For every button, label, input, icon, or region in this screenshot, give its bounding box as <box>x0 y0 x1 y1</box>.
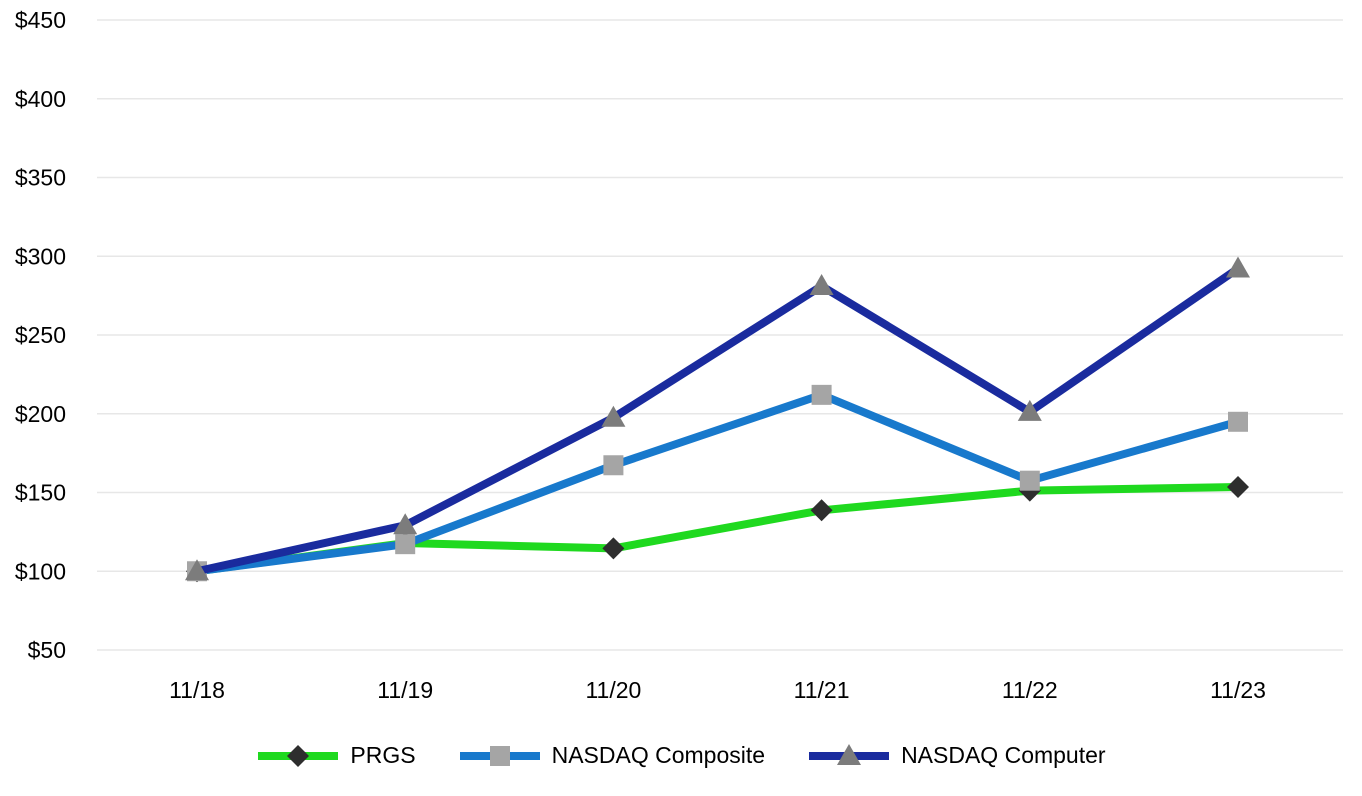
y-tick-label: $400 <box>15 86 66 112</box>
x-tick-label: 11/19 <box>377 677 433 703</box>
y-tick-label: $300 <box>15 243 66 269</box>
series-line-prgs <box>193 482 1242 576</box>
y-tick-label: $250 <box>15 322 66 348</box>
triangle-marker-icon <box>837 743 862 765</box>
y-tick-label: $350 <box>15 165 66 191</box>
diamond-marker-icon <box>1227 475 1249 498</box>
series-line-nasdaq-composite <box>193 390 1242 576</box>
legend-item-prgs: PRGS <box>256 742 416 769</box>
x-tick-label: 11/21 <box>794 677 850 703</box>
legend-label: PRGS <box>350 742 416 768</box>
y-tick-label: $150 <box>15 480 66 506</box>
legend-swatch-prgs <box>258 744 339 767</box>
legend-swatch-nasdaq-composite <box>459 745 540 766</box>
triangle-marker-icon <box>809 274 834 296</box>
y-tick-label: $200 <box>15 401 66 427</box>
triangle-marker-icon <box>1226 256 1250 278</box>
triangle-marker-icon <box>185 559 209 581</box>
square-marker-icon <box>1019 470 1040 491</box>
legend-label: NASDAQ Composite <box>551 742 766 768</box>
triangle-marker-icon <box>1017 399 1042 421</box>
y-tick-label: $450 <box>15 7 66 33</box>
square-marker-icon <box>489 745 510 766</box>
diamond-marker-icon <box>602 537 625 560</box>
series-line-nasdaq-computer <box>193 264 1242 576</box>
legend-item-nasdaq-computer: NASDAQ Computer <box>807 742 1106 769</box>
square-marker-icon <box>395 534 416 555</box>
legend-label: NASDAQ Computer <box>901 742 1106 768</box>
diamond-marker-icon <box>287 744 310 767</box>
triangle-marker-icon <box>393 513 418 535</box>
x-tick-label: 11/22 <box>1002 677 1058 703</box>
triangle-marker-icon <box>601 405 626 427</box>
square-marker-icon <box>603 455 624 476</box>
y-tick-label: $50 <box>28 637 66 663</box>
diamond-marker-icon <box>810 499 833 522</box>
x-tick-label: 11/20 <box>585 677 641 703</box>
x-tick-label: 11/23 <box>1210 677 1266 703</box>
square-marker-icon <box>1228 411 1248 432</box>
y-tick-label: $100 <box>15 558 66 584</box>
chart-legend: PRGS NASDAQ Composite NASDAQ Computer <box>0 742 1362 769</box>
square-marker-icon <box>811 384 832 405</box>
legend-item-nasdaq-composite: NASDAQ Composite <box>458 742 765 769</box>
legend-swatch-nasdaq-computer <box>809 743 890 765</box>
x-tick-label: 11/18 <box>169 677 225 703</box>
